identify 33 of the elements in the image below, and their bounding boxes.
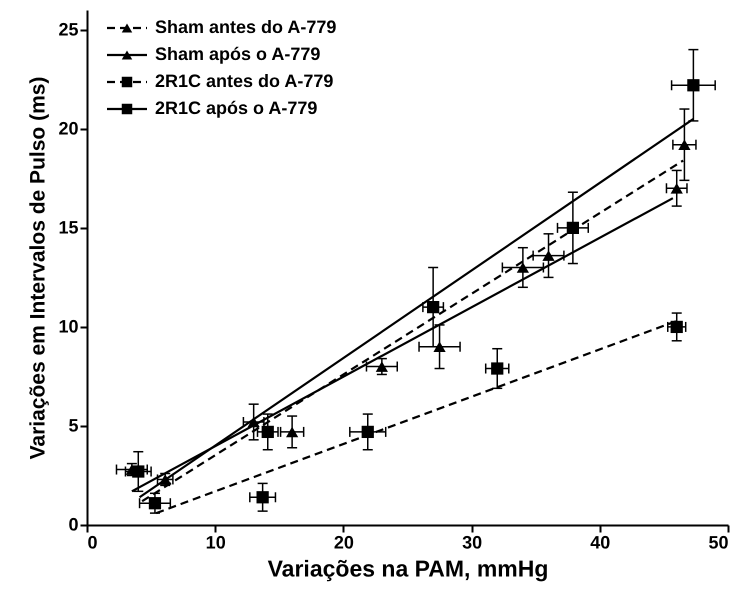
x-axis-title: Variações na PAM, mmHg — [268, 556, 548, 582]
point — [516, 262, 530, 273]
legend-label: Sham após o A-779 — [155, 44, 320, 64]
point — [262, 426, 274, 438]
legend-label: Sham antes do A-779 — [155, 17, 336, 37]
point — [687, 79, 700, 92]
point — [286, 426, 298, 438]
x-tick-label: 30 — [462, 532, 482, 552]
y-tick-label: 10 — [58, 316, 78, 336]
y-tick-label: 0 — [68, 514, 78, 534]
point — [148, 497, 162, 510]
x-tick-label: 0 — [88, 532, 98, 552]
point — [670, 320, 683, 334]
y-axis-title: Variações em Intervalos de Pulso (ms) — [26, 76, 50, 460]
point — [491, 362, 504, 375]
point — [678, 139, 691, 150]
point — [433, 341, 446, 352]
legend-label: 2R1C após o A-779 — [155, 98, 318, 118]
x-tick-label: 50 — [708, 532, 728, 552]
point — [132, 465, 144, 478]
y-tick-label: 20 — [58, 118, 78, 138]
point — [376, 361, 388, 372]
legend-label: 2R1C antes do A-779 — [155, 71, 334, 91]
point — [542, 250, 555, 261]
y-tick-label: 5 — [68, 415, 78, 436]
y-tick-label: 15 — [58, 217, 78, 238]
point — [256, 491, 269, 504]
point — [670, 182, 683, 194]
x-tick-label: 20 — [334, 532, 354, 552]
point — [427, 300, 440, 314]
y-tick-label: 25 — [58, 19, 78, 40]
x-tick-label: 10 — [206, 532, 226, 552]
x-tick-label: 40 — [590, 532, 610, 552]
